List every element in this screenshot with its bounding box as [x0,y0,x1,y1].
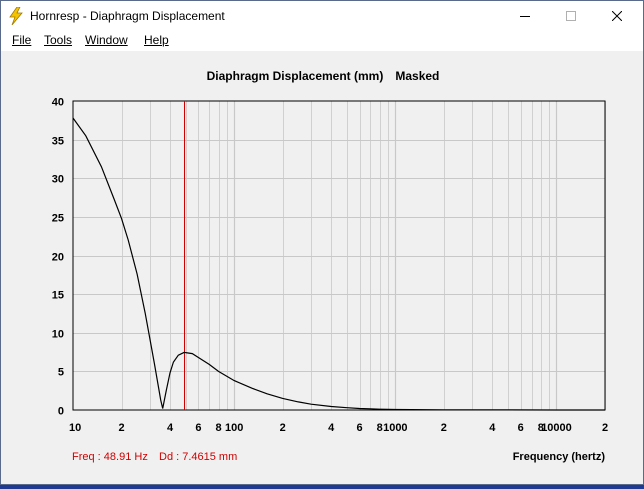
chart-area: 0 5 10 15 20 25 30 35 40 10 2 4 6 8 100 2 4 6 8 1000 2 4 6 8 10… [1,51,643,484]
x-tick-label: 6 [195,422,201,434]
x-tick-label: 10000 [541,422,572,434]
y-tick-label: 10 [52,329,64,341]
menu-file[interactable]: File [12,33,32,47]
window-title: Hornresp - Diaphragm Displacement [30,9,225,23]
menu-bar: File Tools Window Help [1,31,643,51]
x-tick-label: 2 [118,422,124,434]
chart-title-masked: Masked [395,69,439,83]
y-tick-label: 25 [52,213,64,225]
chart-title-main: Diaphragm Displacement (mm) [207,69,384,83]
x-tick-label: 8 [538,422,544,434]
dd-readout: Dd : 7.4615 mm [159,451,237,463]
lightning-icon [9,7,23,25]
x-tick-label: 2 [602,422,608,434]
x-tick-label: 6 [518,422,524,434]
title-bar[interactable]: Hornresp - Diaphragm Displacement [1,1,643,31]
minimize-icon [520,16,530,17]
y-tick-label: 35 [52,136,64,148]
x-tick-label: 2 [280,422,286,434]
x-tick-label: 4 [167,422,174,434]
x-tick-label: 4 [328,422,335,434]
x-tick-label: 6 [357,422,363,434]
x-tick-label: 1000 [383,422,407,434]
x-tick-label: 8 [215,422,221,434]
maximize-button[interactable] [548,1,594,31]
maximize-icon [566,11,576,21]
minimize-button[interactable] [502,1,548,31]
y-tick-label: 5 [58,367,64,379]
close-button[interactable] [594,1,640,31]
plot-frame [72,100,606,411]
y-tick-label: 30 [52,174,64,186]
x-tick-label: 4 [489,422,496,434]
y-tick-label: 0 [58,406,64,418]
chart-grid [73,101,606,410]
x-tick-label: 8 [377,422,383,434]
x-axis-label: Frequency (hertz) [513,451,606,463]
menu-window[interactable]: Window [85,33,128,47]
y-tick-label: 40 [52,97,64,109]
freq-readout: Freq : 48.91 Hz [72,451,148,463]
close-icon [612,11,622,21]
y-tick-label: 20 [52,252,64,264]
menu-tools[interactable]: Tools [44,33,73,47]
y-axis-ticks: 0 5 10 15 20 25 30 35 40 [52,97,64,418]
x-tick-label: 100 [225,422,243,434]
y-tick-label: 15 [52,290,64,302]
x-tick-label: 2 [441,422,447,434]
chart-title: Diaphragm Displacement (mm) Masked [207,69,440,83]
menu-help[interactable]: Help [144,33,169,47]
displacement-curve [72,117,605,411]
x-tick-label: 10 [69,422,81,434]
